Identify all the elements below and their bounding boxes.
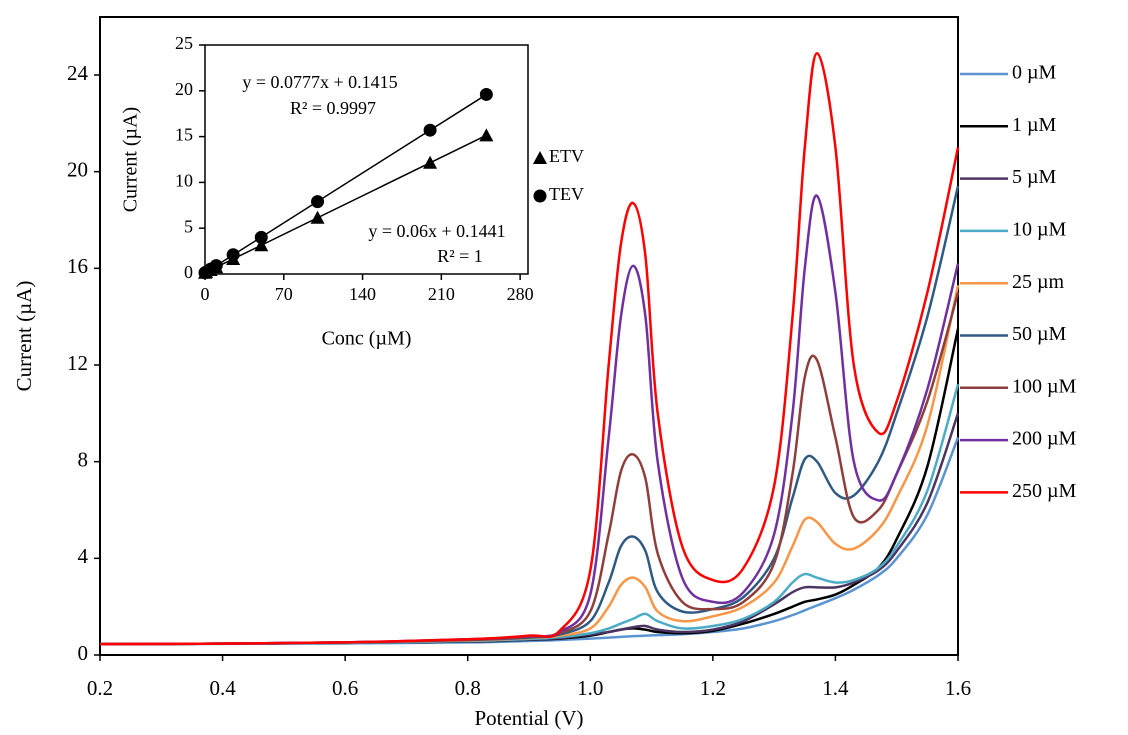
x-axis-title: Potential (V) [474,706,583,730]
x-tick-label: 0.2 [87,676,113,700]
y-tick-label: 15 [175,125,193,145]
y-tick-label: 20 [67,157,88,181]
x-tick-label: 280 [507,284,534,304]
y-tick-label: 10 [175,171,193,191]
annotation: y = 0.0777x + 0.1415 [242,72,397,92]
legend-marker [533,189,547,203]
x-axis-title: Conc (µM) [322,328,412,350]
x-tick-label: 70 [275,284,293,304]
legend-label: 10 µM [1012,218,1067,240]
annotation: R² = 0.9997 [290,98,376,118]
legend-label: ETV [549,146,584,166]
y-tick-label: 8 [78,447,89,471]
y-tick-label: 0 [184,262,193,282]
legend-label: TEV [549,184,584,204]
marker [423,155,438,169]
annotation: R² = 1 [437,246,483,266]
legend-label: 100 µM [1012,375,1077,397]
x-tick-label: 0.4 [209,676,236,700]
legend-label: 25 µm [1012,271,1065,293]
y-tick-label: 4 [78,544,89,568]
legend-label: 0 µM [1012,62,1057,84]
x-tick-label: 0.6 [332,676,358,700]
x-tick-label: 0 [201,284,210,304]
marker [423,123,437,137]
marker [310,210,325,224]
marker [479,128,494,142]
annotation: y = 0.06x + 0.1441 [368,221,505,241]
y-tick-label: 24 [67,61,89,85]
y-axis-title: Current (µA) [12,281,36,392]
y-axis-title: Current (µA) [120,107,142,212]
x-tick-label: 1.6 [945,676,971,700]
y-tick-label: 16 [67,254,88,278]
y-tick-label: 0 [78,641,89,665]
x-tick-label: 1.4 [822,676,849,700]
trendline [204,134,487,274]
marker [311,195,325,209]
legend-label: 1 µM [1012,114,1057,136]
legend-label: 250 µM [1012,480,1077,502]
marker [209,259,223,273]
y-tick-label: 5 [184,216,193,236]
series-line [99,51,960,646]
x-tick-label: 210 [428,284,455,304]
marker [479,87,493,101]
legend-label: 5 µM [1012,166,1057,188]
x-tick-label: 1.0 [577,676,603,700]
x-tick-label: 1.2 [700,676,726,700]
trendline [204,93,487,274]
legend-label: 50 µM [1012,323,1067,345]
y-tick-label: 25 [175,33,193,53]
x-tick-label: 140 [349,284,376,304]
marker [254,238,269,252]
marker [226,248,240,262]
legend-label: 200 µM [1012,428,1077,450]
marker [254,230,268,244]
y-tick-label: 12 [67,351,88,375]
x-tick-label: 0.8 [455,676,481,700]
legend-marker [533,151,547,164]
y-tick-label: 20 [175,79,193,99]
